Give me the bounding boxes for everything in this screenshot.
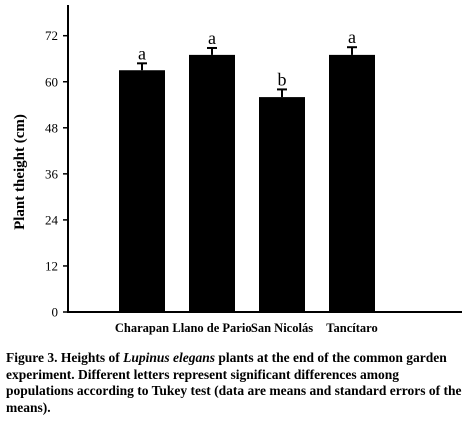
y-axis-title: Plant theight (cm) xyxy=(12,114,28,230)
y-tick-label: 60 xyxy=(45,74,58,89)
y-tick-label: 48 xyxy=(45,120,58,135)
x-tick-label: Tancítaro xyxy=(326,321,377,335)
x-tick-label: Llano de Pario xyxy=(172,321,251,335)
y-tick-label: 72 xyxy=(45,28,58,43)
figure-caption: Figure 3. Heights of Lupinus elegans pla… xyxy=(6,350,466,416)
bar xyxy=(259,97,305,312)
significance-letter: a xyxy=(138,43,146,63)
x-axis-labels: Charapan Llano de Pario San Nicolás Tancíta… xyxy=(115,321,378,335)
caption-prefix: Figure 3. Heights of xyxy=(6,350,124,365)
x-tick-label: Charapan xyxy=(115,321,169,335)
significance-letter: a xyxy=(208,28,216,48)
bar xyxy=(189,54,235,312)
y-tick-label: 0 xyxy=(52,305,59,320)
y-tick-label: 36 xyxy=(45,166,59,181)
caption-species: Lupinus elegans xyxy=(123,350,216,365)
x-tick-label: San Nicolás xyxy=(251,321,313,335)
y-tick-label: 12 xyxy=(45,258,58,273)
bar xyxy=(119,70,165,312)
caption-suffix: plants at the end of the common garden e… xyxy=(6,350,462,415)
y-tick-label: 24 xyxy=(45,212,59,227)
bar xyxy=(329,54,375,312)
significance-letter: a xyxy=(348,27,356,47)
significance-letter: b xyxy=(278,69,287,89)
y-axis-ticks: 0 12 24 36 48 60 72 xyxy=(45,28,68,320)
bars-group: a a b a xyxy=(119,27,375,312)
bar-chart: 0 12 24 36 48 60 72 a a b a Charapan Llano de Pari… xyxy=(12,5,462,335)
